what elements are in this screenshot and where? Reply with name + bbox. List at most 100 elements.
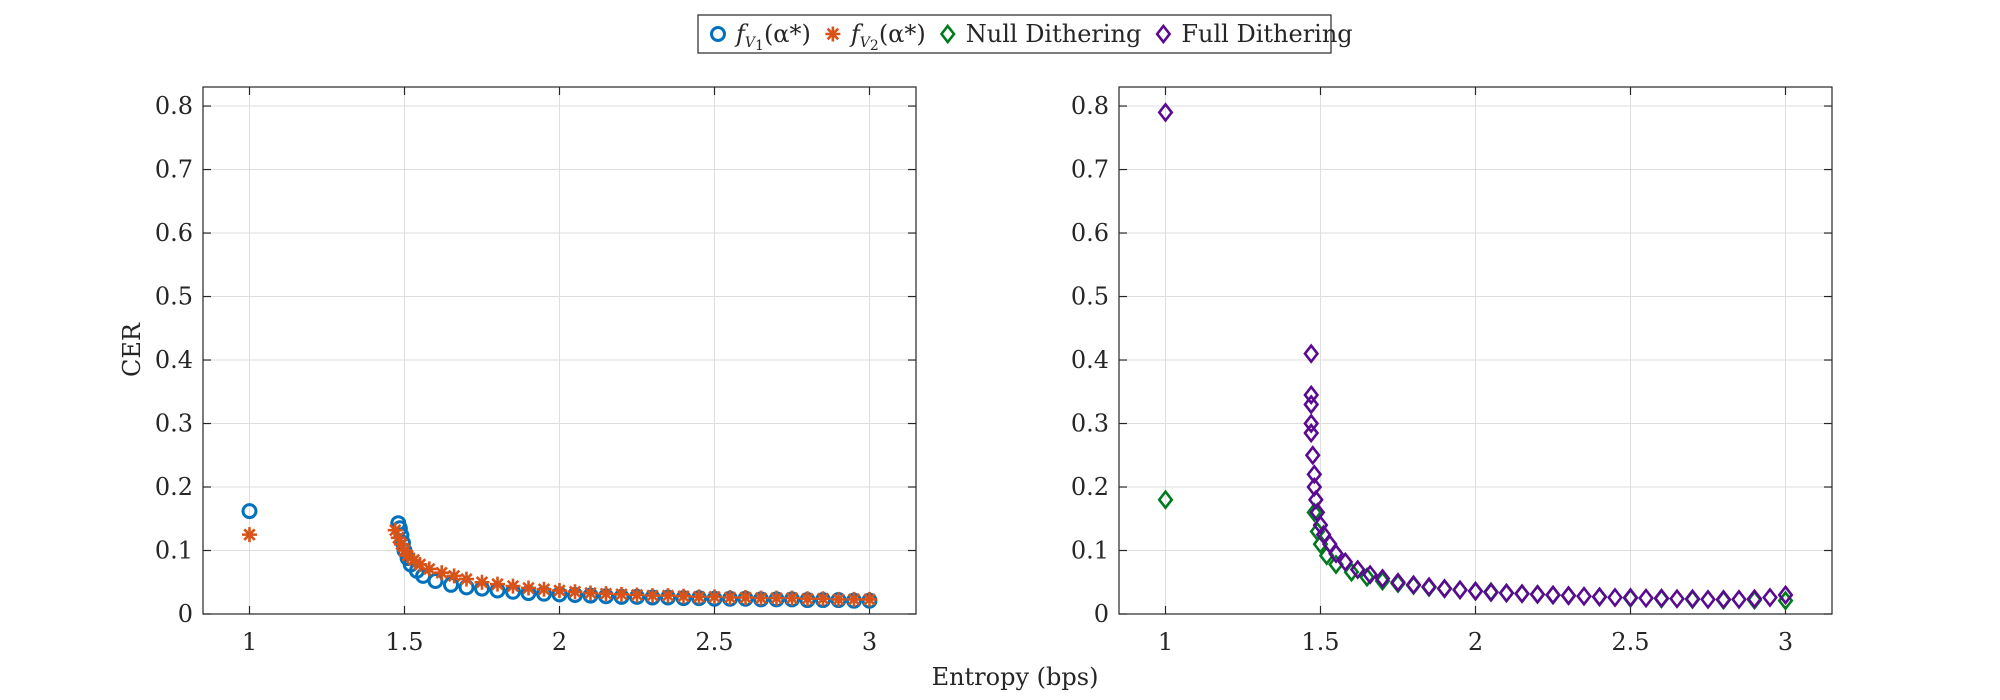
data-point-null — [1591, 586, 1608, 607]
y-tick-label: 0.6 — [155, 219, 193, 247]
legend-marker-fV2 — [825, 26, 841, 42]
data-point-full — [1622, 587, 1639, 608]
data-point-fV2 — [753, 590, 769, 606]
y-tick-label: 0.6 — [1071, 219, 1109, 247]
legend-marker-null — [939, 23, 956, 45]
y-tick-label: 0.5 — [155, 283, 193, 311]
data-point-null — [1436, 578, 1453, 599]
data-point-fV2 — [722, 589, 738, 605]
data-point-full — [1303, 343, 1320, 364]
data-point-full — [1467, 581, 1484, 602]
data-point-fV2 — [387, 522, 403, 538]
data-point-fV2 — [583, 585, 598, 601]
data-point-fV2 — [676, 588, 691, 604]
data-point-full — [1362, 564, 1378, 585]
legend-marker-full — [1155, 23, 1172, 45]
data-point-full — [1576, 586, 1592, 607]
data-point-full — [1421, 576, 1437, 597]
y-tick-label: 0.7 — [155, 156, 193, 184]
legend-item-fV1: fV1(α*) — [710, 20, 811, 54]
data-point-full — [1303, 384, 1320, 406]
left-panel: 1 1.5 2 2.5 3 0 0.1 0.2 0.3 0.4 0.5 0.6 0.7 0.8 — [155, 86, 917, 656]
data-point-full — [1306, 464, 1323, 485]
x-tick-label: 2.5 — [1611, 628, 1649, 656]
legend-item-full: Full Dithering — [1155, 20, 1353, 48]
right-panel: 1 1.5 2 2.5 3 0 0.1 0.2 0.3 0.4 0.5 0.6 0.7 0.8 — [1071, 86, 1833, 656]
data-point-full — [1638, 588, 1654, 609]
y-tick-label: 0.8 — [1071, 92, 1109, 120]
data-point-fV2 — [474, 574, 490, 590]
y-tick-label: 0.1 — [155, 537, 193, 565]
data-point-fV2 — [536, 581, 552, 597]
data-point-fV2 — [406, 552, 422, 568]
data-point-full — [1157, 102, 1174, 123]
data-point-fV2 — [397, 543, 412, 559]
data-point-full — [1312, 514, 1329, 536]
legend-marker-fV1 — [710, 26, 726, 42]
data-point-fV2 — [446, 568, 462, 584]
data-point-full — [1669, 588, 1685, 609]
legend-label-full: Full Dithering — [1181, 20, 1352, 48]
data-point-full — [1591, 586, 1608, 607]
y-tick-label: 0.7 — [1071, 156, 1109, 184]
data-point-fV2 — [505, 578, 521, 594]
data-point-full — [1545, 584, 1561, 606]
data-point-fV2 — [400, 548, 416, 564]
y-tick-label: 0.2 — [155, 473, 193, 501]
data-point-fV2 — [800, 591, 815, 607]
data-point-full — [1777, 584, 1794, 606]
data-point-fV2 — [552, 583, 567, 599]
data-point-full — [1452, 579, 1468, 600]
data-point-full — [1390, 572, 1406, 593]
data-point-fV2 — [707, 589, 722, 605]
y-tick-label: 0.3 — [155, 410, 193, 438]
legend-box — [697, 14, 1332, 54]
data-point-fV2 — [660, 588, 676, 604]
data-point-full — [1700, 589, 1716, 610]
y-tick-label: 0.5 — [1071, 283, 1109, 311]
data-point-null — [1498, 582, 1515, 604]
data-point-fV2 — [691, 589, 707, 605]
x-tick-label: 3 — [1778, 628, 1793, 656]
data-point-null — [1157, 489, 1174, 510]
data-point-fV2 — [521, 580, 536, 596]
data-point-fV2 — [242, 527, 257, 543]
y-axis-label: CER — [118, 322, 146, 377]
data-point-full — [1746, 588, 1763, 609]
data-point-fV2 — [434, 565, 450, 581]
data-point-fV2 — [567, 584, 583, 600]
x-axis-label: Entropy (bps) — [932, 663, 1099, 691]
data-point-fV1 — [241, 503, 258, 520]
data-point-fV1 — [427, 572, 444, 589]
x-tick-label: 2 — [552, 628, 567, 656]
y-tick-label: 0.2 — [1071, 473, 1109, 501]
data-point-full — [1304, 445, 1321, 466]
data-point-full — [1731, 589, 1747, 610]
x-tick-label: 2.5 — [695, 628, 733, 656]
data-point-null — [1514, 583, 1530, 604]
data-point-fV2 — [784, 590, 800, 606]
series-fV2 — [242, 522, 877, 607]
data-point-fV2 — [815, 591, 831, 607]
data-point-fV2 — [412, 556, 428, 572]
y-tick-label: 0 — [1094, 600, 1109, 628]
series-full — [1157, 102, 1794, 610]
x-tick-label: 1 — [1158, 628, 1173, 656]
data-point-fV2 — [629, 587, 645, 603]
data-point-full — [1529, 584, 1546, 605]
data-point-full — [1405, 574, 1422, 595]
data-point-full — [1514, 583, 1530, 604]
data-point-null — [1529, 584, 1546, 605]
legend-label-fV2: fV2(α*) — [849, 20, 926, 54]
data-point-fV2 — [738, 589, 753, 605]
data-point-fV2 — [862, 591, 877, 607]
data-point-full — [1684, 588, 1701, 609]
data-point-full — [1762, 587, 1778, 608]
data-point-full — [1303, 413, 1320, 434]
data-point-fV2 — [393, 536, 409, 552]
y-tick-label: 0.8 — [155, 92, 193, 120]
data-point-fV2 — [614, 586, 629, 602]
data-point-fV2 — [769, 590, 784, 606]
data-point-fV2 — [421, 561, 437, 577]
